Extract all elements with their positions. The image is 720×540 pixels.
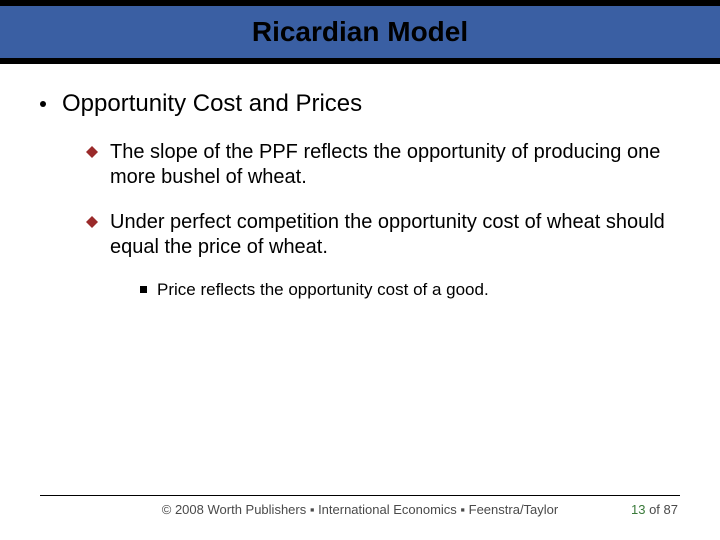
bullet-text: Under perfect competition the opportunit… <box>110 210 670 260</box>
sub-bullet-row: Price reflects the opportunity cost of a… <box>140 280 680 300</box>
bullet-row: The slope of the PPF reflects the opport… <box>86 140 680 190</box>
diamond-icon <box>86 216 98 228</box>
square-icon <box>140 286 147 293</box>
page-current: 13 <box>631 502 645 517</box>
bullet-row: Under perfect competition the opportunit… <box>86 210 680 260</box>
page-sep: of <box>645 502 663 517</box>
sub-bullet-text: Price reflects the opportunity cost of a… <box>157 280 489 300</box>
heading-text: Opportunity Cost and Prices <box>62 90 362 118</box>
title-band: Ricardian Model <box>0 0 720 64</box>
footer: © 2008 Worth Publishers ▪ International … <box>0 502 720 526</box>
bullet-disc-icon <box>40 101 46 107</box>
footer-divider <box>40 495 680 496</box>
slide-title: Ricardian Model <box>252 16 468 48</box>
diamond-icon <box>86 146 98 158</box>
bullet-text: The slope of the PPF reflects the opport… <box>110 140 670 190</box>
heading-row: Opportunity Cost and Prices <box>40 90 680 118</box>
copyright-text: © 2008 Worth Publishers ▪ International … <box>0 502 720 517</box>
content-area: Opportunity Cost and Prices The slope of… <box>0 64 720 300</box>
page-number: 13 of 87 <box>631 502 678 517</box>
page-total: 87 <box>664 502 678 517</box>
